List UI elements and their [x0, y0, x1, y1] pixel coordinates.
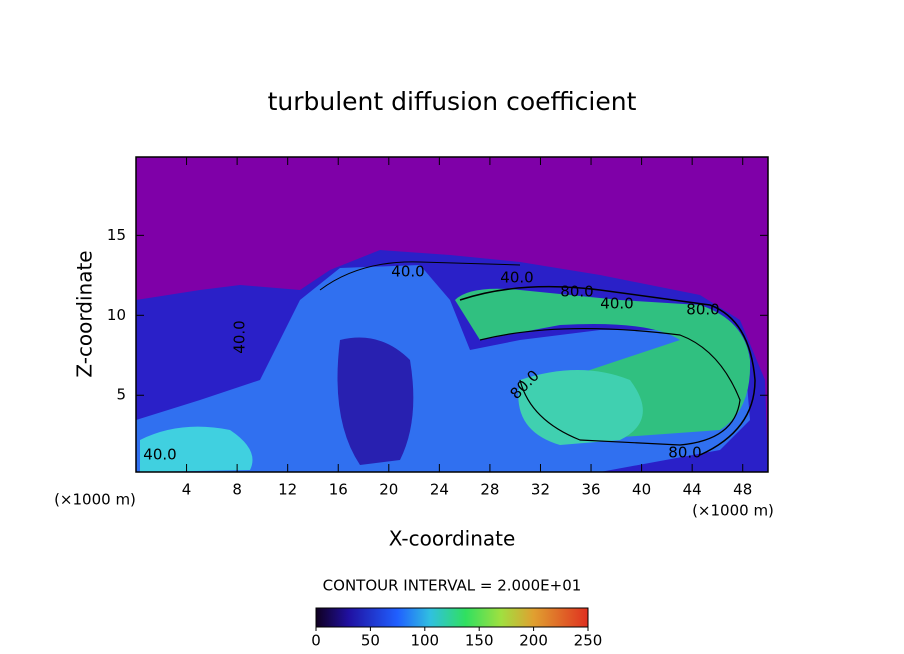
x-tick-label: 24 [430, 481, 449, 499]
x-tick-label: 12 [278, 481, 297, 499]
y-tick-label: 10 [107, 306, 126, 324]
contour-interval: CONTOUR INTERVAL = 2.000E+01 [323, 577, 582, 595]
x-tick-label: 32 [531, 481, 550, 499]
field-region [337, 337, 414, 465]
contour-label: 80.0 [560, 283, 593, 301]
plot-frame [135, 156, 769, 473]
x-tick-label: 40 [632, 481, 651, 499]
contour-line [479, 328, 741, 446]
contour-label: 40.0 [600, 295, 633, 313]
field [136, 157, 768, 472]
contour-label: 80.0 [668, 444, 701, 462]
x-tick-label: 36 [581, 481, 600, 499]
field-region [140, 426, 253, 472]
colorbar [315, 607, 589, 628]
contour-label: 40.0 [500, 269, 533, 287]
x-tick-label: 44 [683, 481, 702, 499]
colorbar-tick-label: 200 [519, 632, 548, 650]
field-region [518, 370, 643, 445]
contour-label: 40.0 [143, 446, 176, 464]
colorbar-tick-label: 250 [574, 632, 603, 650]
y-unit-label: (×1000 m) [54, 491, 136, 509]
y-tick-label: 5 [116, 386, 126, 404]
x-tick-label: 28 [480, 481, 499, 499]
colorbar-tick-label: 0 [311, 632, 321, 650]
contour-label: 40.0 [231, 320, 249, 353]
x-tick-label: 4 [182, 481, 192, 499]
y-tick-label: 15 [107, 226, 126, 244]
x-unit-label: (×1000 m) [692, 502, 774, 520]
x-tick-label: 16 [329, 481, 348, 499]
contour-line [459, 285, 756, 456]
contour-label: 80.0 [686, 301, 719, 319]
colorbar-tick-label: 100 [410, 632, 439, 650]
y-axis-label: Z-coordinate [73, 250, 97, 377]
chart-title: turbulent diffusion coefficient [268, 87, 637, 116]
contour-label: 40.0 [391, 263, 424, 281]
x-tick-label: 20 [379, 481, 398, 499]
contour-line [319, 261, 521, 291]
x-axis-label: X-coordinate [389, 527, 516, 551]
colorbar-tick-label: 50 [361, 632, 380, 650]
x-tick-label: 8 [232, 481, 242, 499]
x-tick-label: 48 [733, 481, 752, 499]
field-region [455, 288, 751, 440]
colorbar-tick-label: 150 [465, 632, 494, 650]
